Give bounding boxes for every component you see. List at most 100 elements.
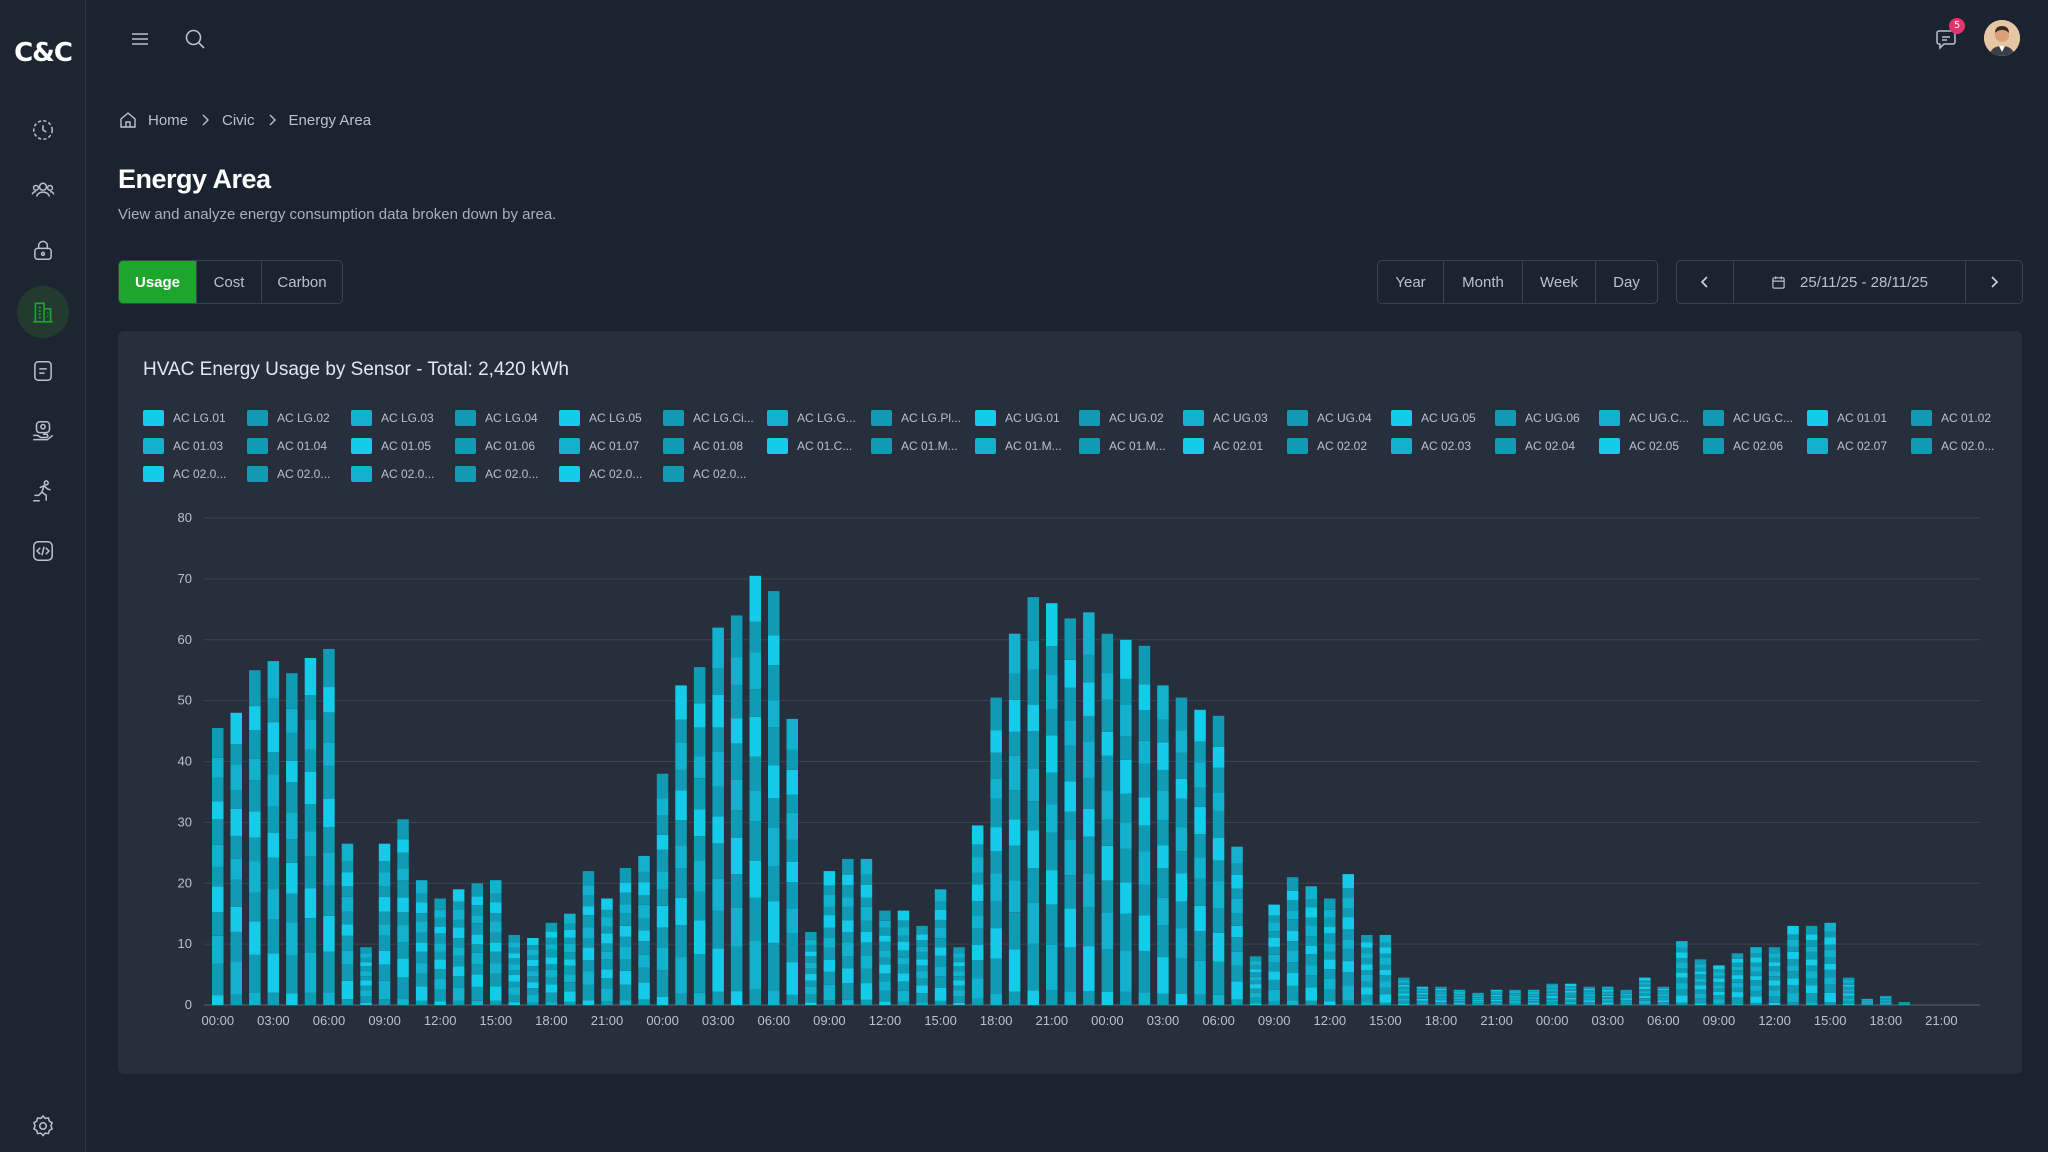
bar[interactable] [1083,612,1095,1005]
legend-item[interactable]: AC LG.03 [351,409,434,427]
bar[interactable] [1694,959,1707,1005]
bar[interactable] [1157,685,1169,1005]
bar[interactable] [1713,965,1725,1005]
bar[interactable] [1008,633,1021,1005]
bar[interactable] [304,658,317,1005]
legend-item[interactable]: AC 02.07 [1807,437,1887,455]
bar[interactable] [1546,983,1558,1005]
legend-item[interactable]: AC UG.02 [1079,409,1164,427]
bar[interactable] [1657,986,1670,1005]
sidebar-item-energy-area[interactable] [17,286,69,338]
legend-item[interactable]: AC 01.03 [143,437,223,455]
bar[interactable] [1602,986,1614,1005]
bar[interactable] [1194,709,1206,1005]
bar[interactable] [1472,992,1484,1005]
legend-item[interactable]: AC LG.04 [455,409,538,427]
bar[interactable] [712,627,724,1005]
bar[interactable] [1342,874,1355,1005]
sidebar-item-users[interactable] [17,164,69,216]
legend-item[interactable]: AC 02.0... [351,465,434,483]
bar[interactable] [1750,947,1762,1005]
legend-item[interactable]: AC 01.01 [1807,409,1887,427]
bar[interactable] [990,697,1002,1005]
bar[interactable] [1639,977,1651,1005]
legend-item[interactable]: AC UG.04 [1287,409,1372,427]
previous-period-button[interactable] [1677,261,1734,303]
bar[interactable] [860,858,873,1005]
tab-carbon[interactable]: Carbon [277,273,327,291]
legend-item[interactable]: AC 01.05 [351,437,431,455]
bar[interactable] [768,591,780,1005]
legend-item[interactable]: AC 02.0... [247,465,330,483]
bar[interactable] [452,889,465,1005]
breadcrumb-civic[interactable]: Civic [222,111,255,129]
bar[interactable] [916,925,928,1005]
bar[interactable] [1453,989,1466,1005]
legend-item[interactable]: AC LG.Pl... [871,409,961,427]
bar[interactable] [249,670,261,1005]
bar[interactable] [601,898,613,1006]
legend-item[interactable]: AC 01.M... [871,437,958,455]
bar[interactable] [1824,922,1836,1005]
bar[interactable] [1379,935,1392,1005]
legend-item[interactable]: AC 02.02 [1287,437,1367,455]
bar[interactable] [619,868,632,1005]
bar[interactable] [1768,947,1781,1005]
bar[interactable] [805,932,817,1005]
legend-item[interactable]: AC UG.03 [1183,409,1268,427]
bar[interactable] [1527,989,1540,1005]
sidebar-item-security[interactable] [17,224,69,276]
bar[interactable] [693,667,706,1005]
bar[interactable] [1064,618,1077,1005]
app-logo[interactable]: C&C [14,38,73,68]
bar[interactable] [1027,597,1040,1005]
bar[interactable] [490,880,502,1005]
legend-item[interactable]: AC LG.G... [767,409,856,427]
bar[interactable] [341,843,354,1005]
legend-item[interactable]: AC 02.05 [1599,437,1679,455]
tab-day[interactable]: Day [1613,273,1640,291]
bar[interactable] [508,935,521,1005]
legend-item[interactable]: AC LG.Ci... [663,409,754,427]
bar[interactable] [1416,986,1429,1005]
search-button[interactable] [182,26,208,52]
legend-item[interactable]: AC UG.05 [1391,409,1476,427]
bar[interactable] [212,728,224,1005]
bar[interactable] [1305,886,1318,1005]
tab-month[interactable]: Month [1444,261,1523,303]
bar[interactable] [378,843,391,1005]
bar[interactable] [1120,639,1132,1005]
sidebar-item-settings[interactable] [17,1100,69,1152]
bar[interactable] [879,910,891,1005]
bar[interactable] [360,947,372,1005]
sidebar-item-history[interactable] [17,104,69,156]
legend-item[interactable]: AC 02.0... [663,465,746,483]
legend-item[interactable]: AC 01.04 [247,437,327,455]
bar[interactable] [1564,983,1577,1005]
bar[interactable] [1046,603,1058,1005]
legend-item[interactable]: AC 01.C... [767,437,852,455]
bar[interactable] [953,947,965,1005]
bar[interactable] [1787,925,1799,1005]
sidebar-item-activity[interactable] [17,465,69,517]
legend-item[interactable]: AC 02.0... [559,465,642,483]
bar[interactable] [934,889,947,1005]
bar[interactable] [1490,989,1503,1005]
sidebar-item-reports[interactable] [17,345,69,397]
bar[interactable] [749,575,762,1005]
bar[interactable] [1286,877,1299,1005]
bar[interactable] [1249,956,1262,1005]
bar[interactable] [415,880,428,1005]
tab-year[interactable]: Year [1378,261,1444,303]
legend-item[interactable]: AC 01.08 [663,437,743,455]
bar[interactable] [1620,989,1633,1005]
avatar[interactable] [1984,20,2020,56]
bar[interactable] [230,712,243,1005]
bar[interactable] [897,910,910,1005]
legend-item[interactable]: AC 02.0... [143,465,226,483]
legend-item[interactable]: AC 02.03 [1391,437,1471,455]
bar[interactable] [1398,977,1410,1005]
bar[interactable] [1324,898,1336,1006]
bar[interactable] [1676,941,1688,1005]
bar[interactable] [1231,846,1243,1005]
